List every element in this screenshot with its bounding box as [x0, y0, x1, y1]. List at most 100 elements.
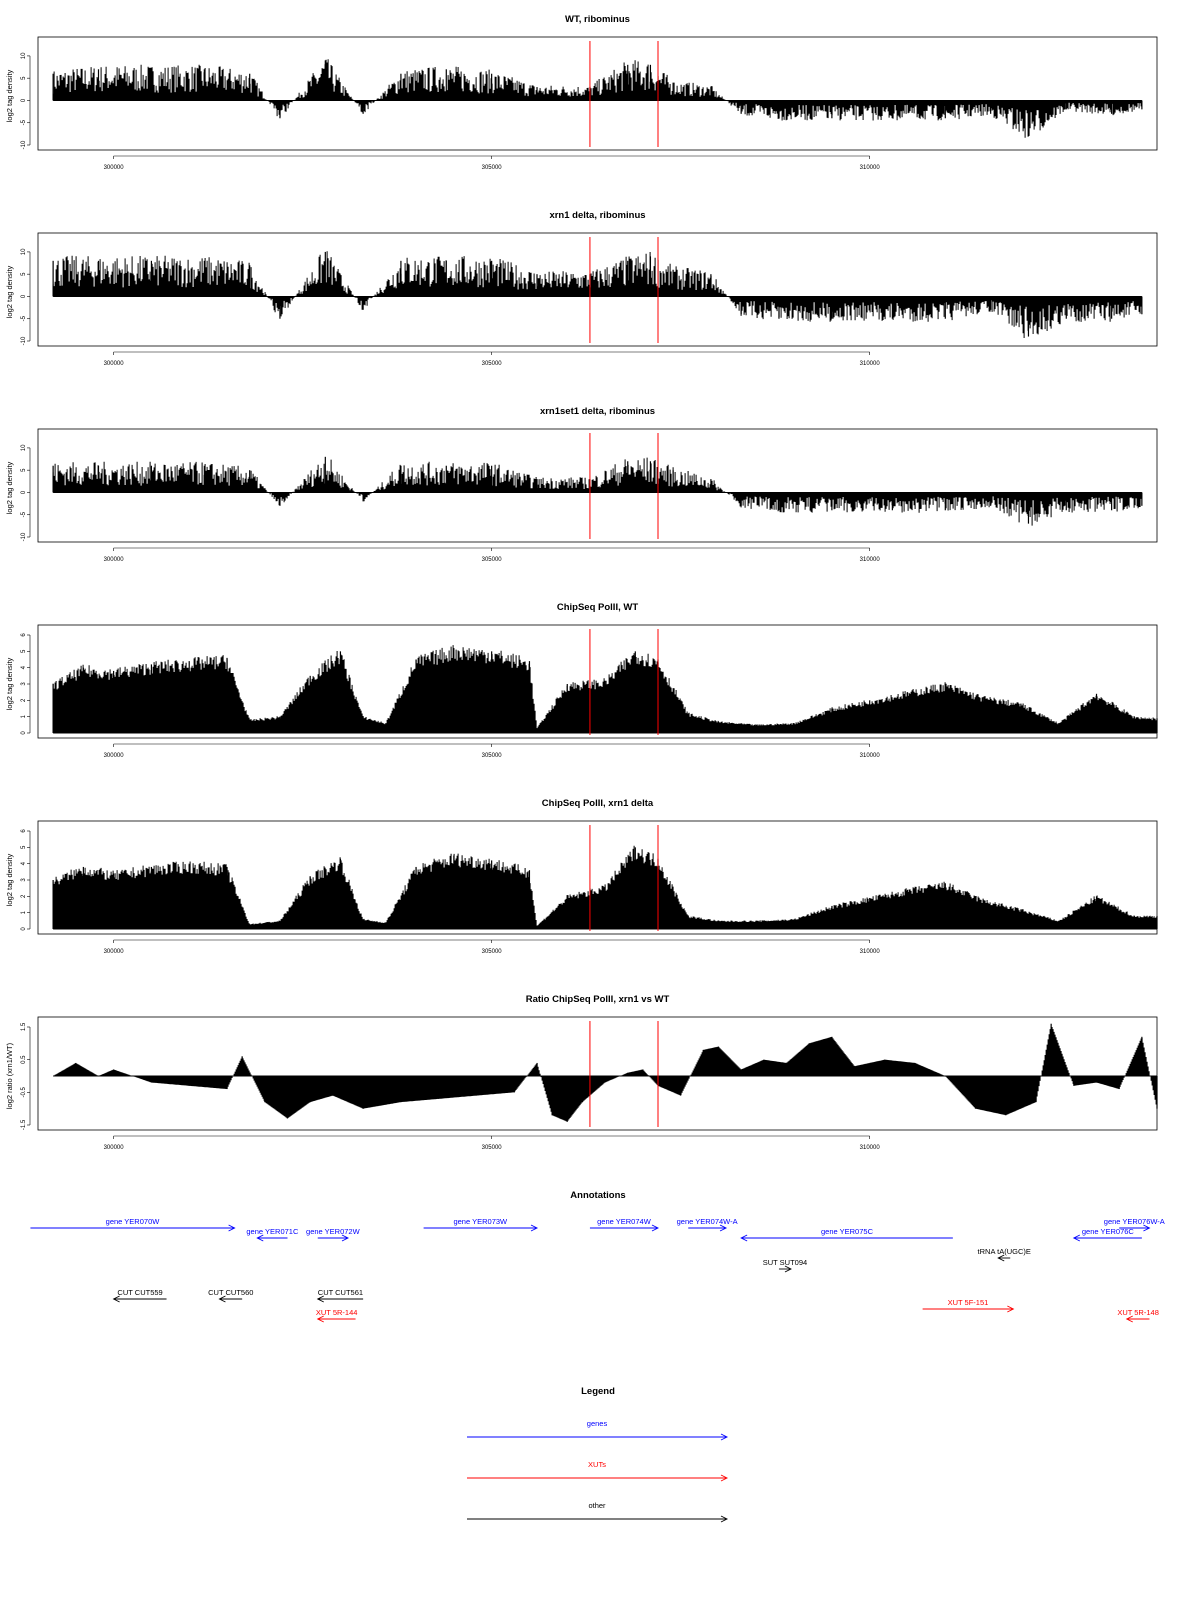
- x-tick-label: 300000: [104, 753, 125, 759]
- panel-4: ChipSeq PolII, xrn1 delta 0 1 2 3 4 5 6 log2 tag…: [5, 798, 1158, 955]
- x-tick-label: 300000: [104, 557, 125, 563]
- legend-item-gene: genes: [467, 1419, 729, 1441]
- annotation-label: CUT CUT559: [117, 1288, 162, 1297]
- x-tick-label: 305000: [482, 1145, 503, 1151]
- annotation-gene: gene YER076C: [1072, 1227, 1142, 1242]
- annotations-title: Annotations: [570, 1190, 625, 1201]
- legend-item-xut: XUTs: [467, 1460, 729, 1482]
- arrowhead: [997, 1254, 1005, 1262]
- plot-frame: [37, 36, 1158, 151]
- annotation-other: CUT CUT559: [112, 1288, 167, 1303]
- y-tick-label: 0.5: [21, 1055, 27, 1064]
- legend-label: genes: [587, 1419, 608, 1428]
- annotation-label: CUT CUT561: [318, 1288, 363, 1297]
- plot-frame: [37, 428, 1158, 543]
- x-tick-label: 300000: [104, 1145, 125, 1151]
- arrowhead: [720, 1474, 729, 1482]
- x-tick-label: 300000: [104, 165, 125, 171]
- panel-3: ChipSeq PolII, WT 0 1 2 3 4 5 6 log2 tag density…: [5, 602, 1158, 759]
- arrowhead: [316, 1315, 324, 1323]
- x-tick-label: 305000: [482, 165, 503, 171]
- annotation-label: gene YER076C: [1082, 1227, 1135, 1236]
- arrowhead: [720, 1515, 729, 1523]
- panel-1: xrn1 delta, ribominus -10 -5 0 5 10 log2 tag d…: [5, 210, 1158, 367]
- annotation-label: gene YER071C: [246, 1227, 299, 1236]
- panel-title: Ratio ChipSeq PolII, xrn1 vs WT: [526, 994, 670, 1005]
- arrowhead: [228, 1224, 236, 1232]
- x-tick-label: 310000: [860, 165, 881, 171]
- annotation-xut: XUT 5F-151: [922, 1298, 1015, 1313]
- legend-label: other: [588, 1501, 606, 1510]
- arrowhead: [740, 1234, 748, 1242]
- annotation-label: gene YER074W-A: [677, 1217, 738, 1226]
- annotation-other: CUT CUT561: [316, 1288, 364, 1303]
- arrowhead: [1143, 1224, 1151, 1232]
- legend-item-other: other: [467, 1501, 729, 1523]
- panel-0: WT, ribominus -10 -5 0 5 10 log2 tag density 30…: [5, 14, 1158, 171]
- arrowhead: [341, 1234, 349, 1242]
- legend-label: XUTs: [588, 1460, 606, 1469]
- y-tick-label: 0: [21, 927, 27, 931]
- y-tick-label: 5: [21, 76, 27, 80]
- panel-title: WT, ribominus: [565, 14, 630, 25]
- plot-frame: [37, 232, 1158, 347]
- x-tick-label: 300000: [104, 949, 125, 955]
- data-bars: [52, 457, 1142, 526]
- annotation-other: CUT CUT560: [208, 1288, 253, 1303]
- x-tick-label: 310000: [860, 949, 881, 955]
- annotation-other: SUT SUT094: [763, 1258, 807, 1273]
- data-bars: [53, 1027, 1157, 1122]
- annotation-gene: gene YER071C: [246, 1227, 299, 1242]
- x-tick-label: 305000: [482, 361, 503, 367]
- annotation-xut: XUT 5R-148: [1117, 1308, 1159, 1323]
- x-tick-label: 310000: [860, 753, 881, 759]
- y-tick-label: 4: [21, 861, 27, 865]
- y-tick-label: -5: [21, 511, 27, 517]
- y-tick-label: 6: [21, 633, 27, 637]
- panel-title: xrn1set1 delta, ribominus: [540, 406, 655, 417]
- arrowhead: [1125, 1315, 1133, 1323]
- panel-5: Ratio ChipSeq PolII, xrn1 vs WT -1.5 -0.5 0…: [5, 994, 1158, 1151]
- y-axis-label: log2 tag density: [5, 657, 14, 710]
- annotation-gene: gene YER072W: [306, 1227, 361, 1242]
- x-tick-label: 305000: [482, 557, 503, 563]
- y-tick-label: 0: [21, 731, 27, 735]
- x-tick-label: 305000: [482, 753, 503, 759]
- y-tick-label: 5: [21, 845, 27, 849]
- y-axis-label: log2 ratio (xrn1/WT): [5, 1042, 14, 1109]
- y-tick-label: 0: [21, 98, 27, 102]
- annotation-label: XUT 5F-151: [948, 1298, 989, 1307]
- y-tick-label: -10: [21, 336, 27, 345]
- annotation-gene: gene YER070W: [30, 1217, 236, 1232]
- annotation-label: XUT 5R-148: [1117, 1308, 1159, 1317]
- annotation-other: tRNA tA(UGC)E: [978, 1247, 1031, 1262]
- y-tick-label: 3: [21, 682, 27, 686]
- arrowhead: [530, 1224, 539, 1232]
- annotation-gene: gene YER074W: [589, 1217, 659, 1232]
- x-tick-label: 305000: [482, 949, 503, 955]
- annotation-label: XUT 5R-144: [316, 1308, 358, 1317]
- annotation-gene: gene YER075C: [740, 1227, 953, 1242]
- annotation-xut: XUT 5R-144: [316, 1308, 358, 1323]
- y-tick-label: -5: [21, 119, 27, 125]
- y-tick-label: 10: [21, 248, 27, 255]
- y-tick-label: 3: [21, 878, 27, 882]
- y-tick-label: 10: [21, 52, 27, 59]
- arrowhead: [316, 1295, 324, 1303]
- y-tick-label: 5: [21, 468, 27, 472]
- panel-title: xrn1 delta, ribominus: [549, 210, 645, 221]
- y-tick-label: 10: [21, 444, 27, 451]
- annotation-label: gene YER070W: [106, 1217, 161, 1226]
- annotation-label: gene YER076W-A: [1104, 1217, 1165, 1226]
- y-axis-label: log2 tag density: [5, 461, 14, 514]
- data-bars: [52, 251, 1142, 338]
- plot-frame: [37, 624, 1158, 739]
- panel-title: ChipSeq PolII, WT: [557, 602, 638, 613]
- x-tick-label: 310000: [860, 361, 881, 367]
- y-tick-label: 1: [21, 910, 27, 914]
- legend-panel: Legend: [581, 1386, 615, 1397]
- plot-frame: [37, 820, 1158, 935]
- data-bars: [52, 59, 1142, 138]
- annotation-gene: gene YER074W-A: [677, 1217, 738, 1232]
